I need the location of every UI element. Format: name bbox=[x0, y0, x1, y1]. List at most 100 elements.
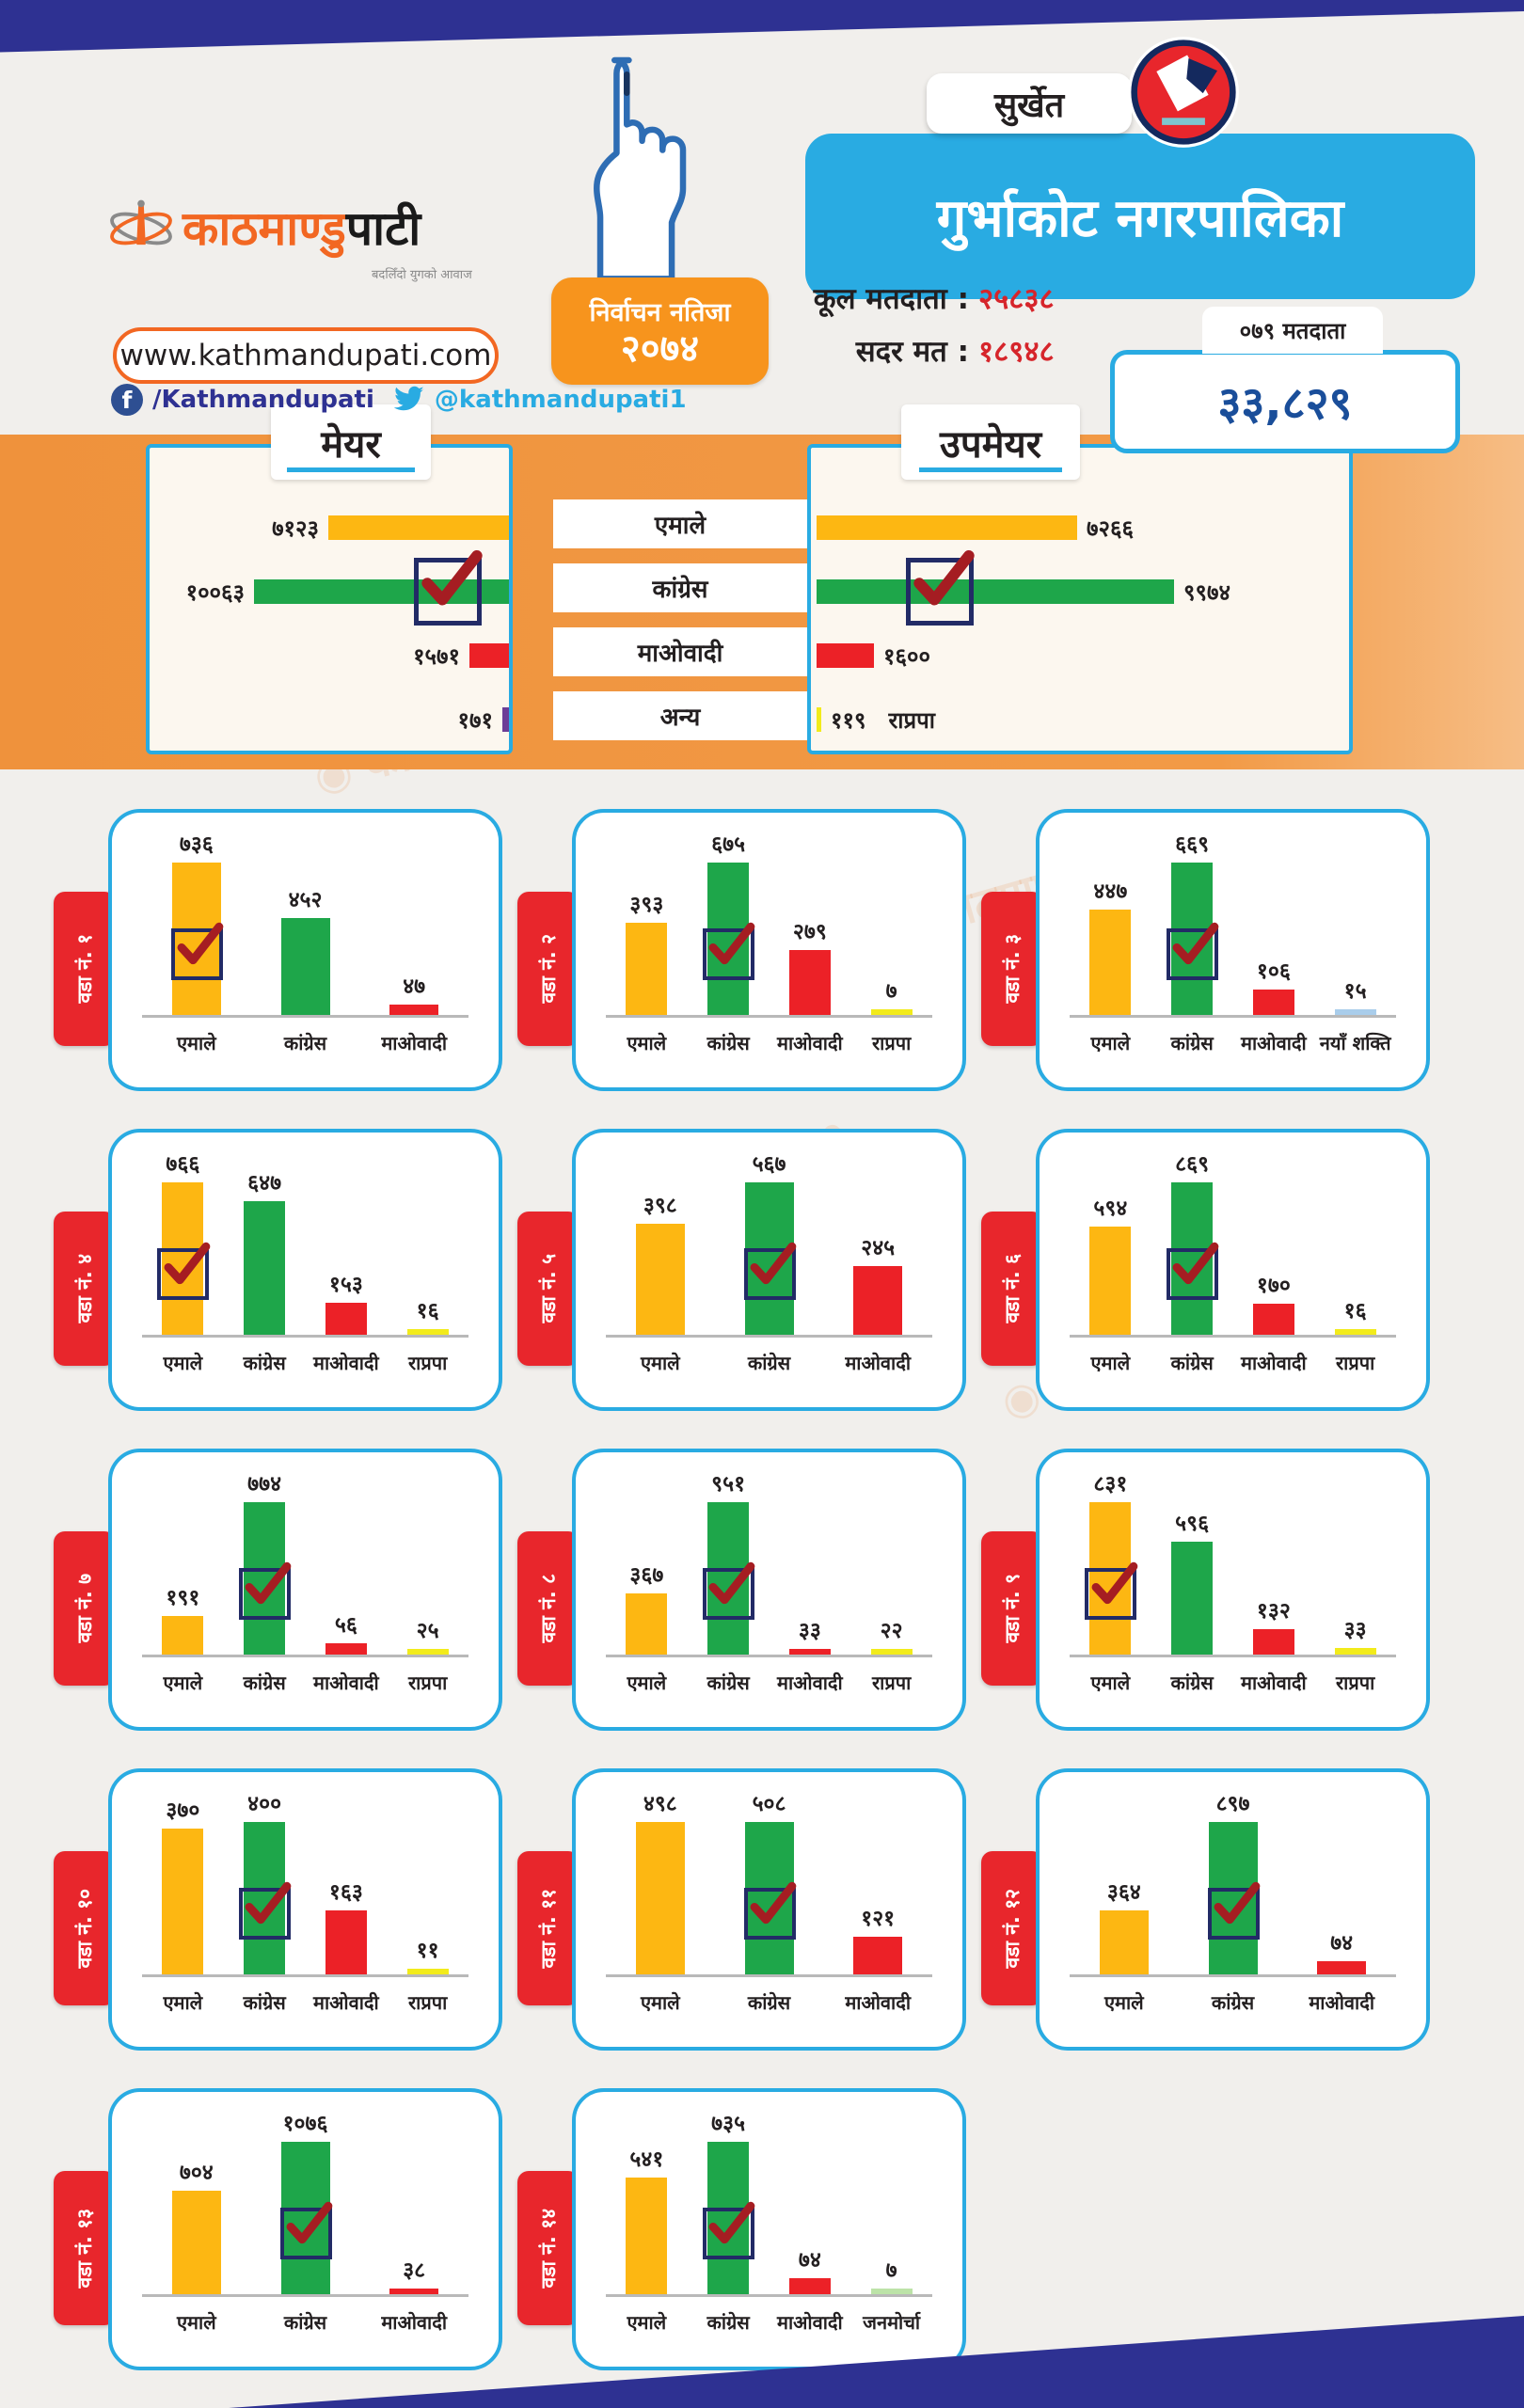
ward-bar-column: ३३ bbox=[1314, 1467, 1396, 1655]
ward-number-label: वडा नं. ८ bbox=[537, 1574, 560, 1643]
x-label-माओवादी: माओवादी bbox=[1241, 1671, 1307, 1694]
bar-एमाले bbox=[1089, 1227, 1132, 1335]
ward-bar-column: ७३५ bbox=[688, 2107, 770, 2294]
ward-bar-column: १०६ bbox=[1233, 828, 1315, 1015]
ward-number-label: वडा नं. १२ bbox=[1001, 1888, 1024, 1969]
bar-माओवादी bbox=[853, 1266, 903, 1335]
ward-x-labels: एमाले कांग्रेस माओवादी राप्रपा bbox=[1070, 1343, 1396, 1375]
ward-bar-column: ८९७ bbox=[1179, 1787, 1288, 1974]
x-label-राप्रपा: राप्रपा bbox=[407, 1671, 448, 1694]
bar-value: ५९६ bbox=[1175, 1512, 1210, 1536]
bar-value: ६७५ bbox=[711, 832, 746, 857]
bar-कांग्रेस bbox=[703, 863, 755, 1015]
bar-कांग्रेस bbox=[244, 1201, 286, 1335]
bar-माओवादी bbox=[325, 1643, 367, 1655]
bar-राप्रपा bbox=[1334, 1648, 1376, 1655]
h-bar-कांग्रेस bbox=[817, 549, 1174, 626]
ward-number-tab: वडा नं. १० bbox=[54, 1851, 116, 2005]
winner-checkmark-icon bbox=[1167, 1242, 1219, 1300]
deputy-mayor-chart-panel: ७२६६ ९९७४ १६०० ११९ राप्रपा bbox=[807, 444, 1353, 754]
bar-value: ७४ bbox=[1330, 1931, 1354, 1956]
bar-माओवादी bbox=[1252, 990, 1294, 1015]
bar-कांग्रेस bbox=[239, 1502, 292, 1655]
twitter-handle[interactable]: @kathmandupati1 bbox=[434, 386, 687, 414]
x-label-कांग्रेस: कांग्रेस bbox=[706, 1032, 750, 1054]
bar-value: ८६९ bbox=[1175, 1152, 1210, 1177]
ward-bar-chart: ३९८ ५६७ २४५ एमाले कांग्रेस माओवादी bbox=[606, 1148, 932, 1375]
h-bar-row: ७२६६ bbox=[811, 496, 1349, 560]
ward-bar-column: १०७६ bbox=[251, 2107, 360, 2294]
x-label-कांग्रेस: कांग्रेस bbox=[706, 1671, 750, 1694]
ward-bars: ७०४ १०७६ ३८ bbox=[142, 2107, 468, 2297]
ward-bar-column: २७९ bbox=[770, 828, 851, 1015]
bar-राप्रपा bbox=[1334, 1329, 1376, 1335]
ward-bar-column: ४०० bbox=[224, 1787, 306, 1974]
brand-name: काठमाण्डुपाटी bbox=[183, 205, 421, 252]
total-voters-row: कूल मतदाता : २५८३८ bbox=[779, 278, 1091, 318]
bar-value: ६६९ bbox=[1175, 832, 1210, 857]
bar-राप्रपा bbox=[406, 1969, 449, 1974]
x-label-माओवादी: माओवादी bbox=[777, 2311, 843, 2334]
ward-chart-box: ४९८ ५०८ १२१ एमाले कांग्रेस माओवादी bbox=[572, 1768, 966, 2051]
ward-card: वडा नं. १४ ५४१ ७३५ ७४ ७ एमाले कांग्रेस माओवादी ज… bbox=[517, 2088, 966, 2370]
deputy-mayor-tab: उपमेयर bbox=[901, 404, 1080, 480]
ward-card: वडा नं. ५ ३९८ ५६७ २४५ एमाले कांग्रेस माओवादी bbox=[517, 1129, 966, 1411]
ward-number-tab: वडा नं. १४ bbox=[517, 2171, 579, 2325]
x-label-कांग्रेस: कांग्रेस bbox=[747, 1352, 791, 1374]
ward-bar-chart: ५४१ ७३५ ७४ ७ एमाले कांग्रेस माओवादी जनमोर्चा bbox=[606, 2107, 932, 2335]
bar-value: १३२ bbox=[1256, 1599, 1291, 1624]
website-link[interactable]: www.kathmandupati.com bbox=[113, 327, 499, 384]
bar-जनमोर्चा bbox=[870, 2289, 913, 2294]
election-result-label: निर्वाचन नतिजा bbox=[589, 297, 731, 327]
bar-कांग्रेस bbox=[280, 918, 330, 1015]
ward-bar-column: १३२ bbox=[1233, 1467, 1315, 1655]
h-bar-row: १००६३ bbox=[150, 549, 509, 626]
ward-bar-column: ७ bbox=[850, 2107, 932, 2294]
ward-card: वडा नं. ६ ५९४ ८६९ १७० १६ एमाले कांग्रेस माओवादी… bbox=[981, 1129, 1430, 1411]
bar-माओवादी bbox=[1252, 1629, 1294, 1655]
h-bar-row: ९९७४ bbox=[811, 549, 1349, 626]
bar-value: ३६७ bbox=[629, 1563, 664, 1588]
x-label-एमाले: एमाले bbox=[640, 1991, 680, 2014]
facebook-handle[interactable]: /Kathmandupati bbox=[152, 386, 374, 414]
x-label-माओवादी: माओवादी bbox=[777, 1032, 843, 1054]
ward-number-label: वडा नं. ३ bbox=[1001, 934, 1024, 1004]
bar-value: ७ bbox=[885, 979, 897, 1004]
bar-value: ३३ bbox=[1343, 1618, 1367, 1642]
bar-value: १०७६ bbox=[282, 2112, 328, 2136]
ward-chart-box: ३७० ४०० १६३ ११ एमाले कांग्रेस माओवादी राप्रपा bbox=[108, 1768, 502, 2051]
ward-x-labels: एमाले कांग्रेस माओवादी राप्रपा bbox=[142, 1983, 468, 2015]
ward-number-label: वडा नं. ७ bbox=[73, 1574, 96, 1643]
ward-chart-box: ७३६ ४५२ ४७ एमाले कांग्रेस माओवादी bbox=[108, 809, 502, 1091]
ward-bars: ३७० ४०० १६३ ११ bbox=[142, 1787, 468, 1977]
party-label-कांग्रेस: कांग्रेस bbox=[553, 563, 807, 612]
grand-total-box: ३३,८२९ bbox=[1110, 350, 1460, 453]
ward-chart-box: ५४१ ७३५ ७४ ७ एमाले कांग्रेस माओवादी जनमोर्चा bbox=[572, 2088, 966, 2370]
party-labels-column: एमाले कांग्रेस माओवादी अन्य bbox=[553, 499, 807, 755]
bar-कांग्रेस bbox=[703, 1502, 755, 1655]
ward-bar-column: ८६९ bbox=[1151, 1148, 1233, 1335]
x-label-एमाले: एमाले bbox=[627, 1671, 667, 1694]
bar-value: १०६ bbox=[1256, 959, 1291, 984]
district-badge: सुर्खेत bbox=[927, 73, 1132, 134]
ward-card: वडा नं. ११ ४९८ ५०८ १२१ एमाले कांग्रेस माओवादी bbox=[517, 1768, 966, 2051]
ward-bars: ७६६ ६४७ १५३ १६ bbox=[142, 1148, 468, 1338]
ward-bar-chart: ४९८ ५०८ १२१ एमाले कांग्रेस माओवादी bbox=[606, 1787, 932, 2015]
x-label-कांग्रेस: कांग्रेस bbox=[243, 1671, 286, 1694]
bar-एमाले bbox=[170, 863, 224, 1015]
bar-value: ३९८ bbox=[643, 1194, 677, 1218]
x-label-एमाले: एमाले bbox=[163, 1991, 203, 2014]
ward-number-tab: वडा नं. १ bbox=[54, 892, 116, 1046]
bar-value: ७६६ bbox=[166, 1152, 200, 1177]
ward-number-label: वडा नं. १० bbox=[73, 1888, 96, 1969]
ward-bar-column: ५४१ bbox=[606, 2107, 688, 2294]
ward-bars: ५४१ ७३५ ७४ ७ bbox=[606, 2107, 932, 2297]
ward-bar-column: १२१ bbox=[823, 1787, 932, 1974]
party-label-माओवादी: माओवादी bbox=[553, 627, 807, 676]
ward-card: वडा नं. २ ३९३ ६७५ २७९ ७ एमाले कांग्रेस माओवादी र… bbox=[517, 809, 966, 1091]
x-label-कांग्रेस: कांग्रेस bbox=[706, 2311, 750, 2334]
x-label-माओवादी: माओवादी bbox=[1241, 1032, 1307, 1054]
bar-value: ७४ bbox=[798, 2248, 821, 2273]
bar-माओवादी bbox=[788, 1649, 831, 1655]
bar-एमाले bbox=[162, 1616, 204, 1655]
